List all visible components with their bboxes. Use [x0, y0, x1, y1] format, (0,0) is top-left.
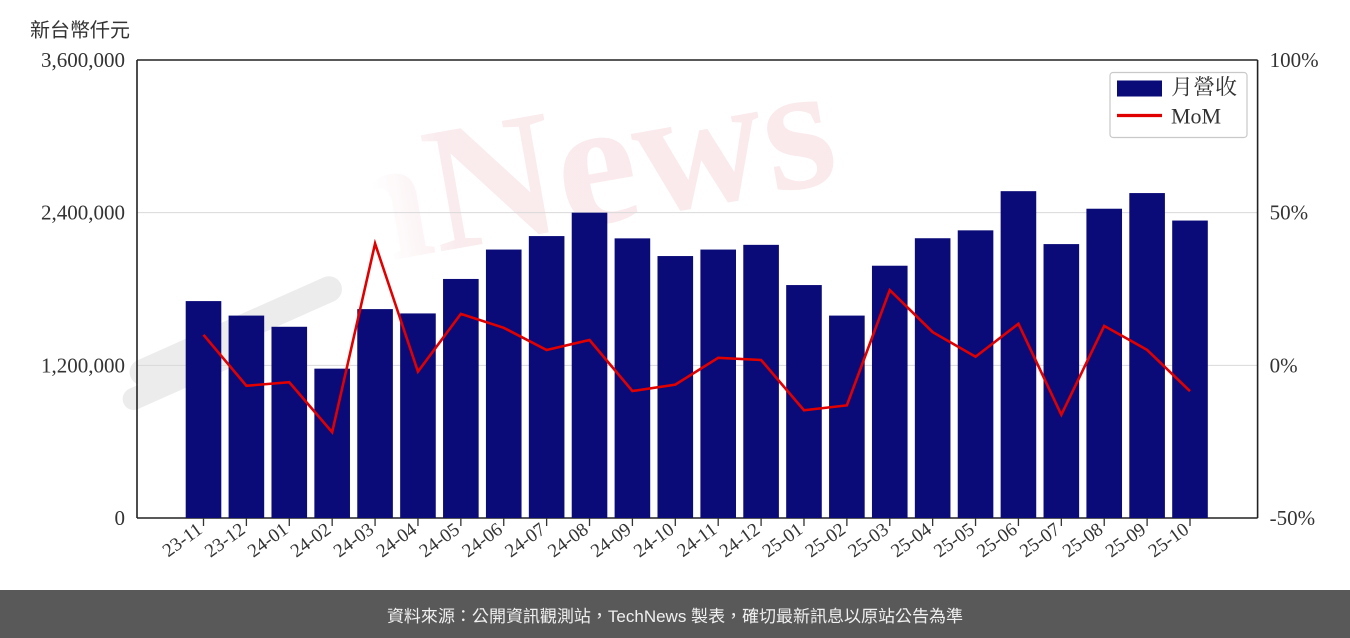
svg-text:3,600,000: 3,600,000 [41, 48, 125, 72]
svg-text:0: 0 [115, 506, 126, 530]
svg-text:1,200,000: 1,200,000 [41, 353, 125, 377]
svg-text:2,400,000: 2,400,000 [41, 201, 125, 225]
svg-text:-50%: -50% [1270, 506, 1316, 530]
svg-text:0%: 0% [1270, 353, 1298, 377]
svg-text:月營收: 月營收 [1171, 75, 1237, 100]
svg-text:MoM: MoM [1171, 104, 1221, 129]
svg-text:50%: 50% [1270, 201, 1309, 225]
svg-text:100%: 100% [1270, 48, 1319, 72]
